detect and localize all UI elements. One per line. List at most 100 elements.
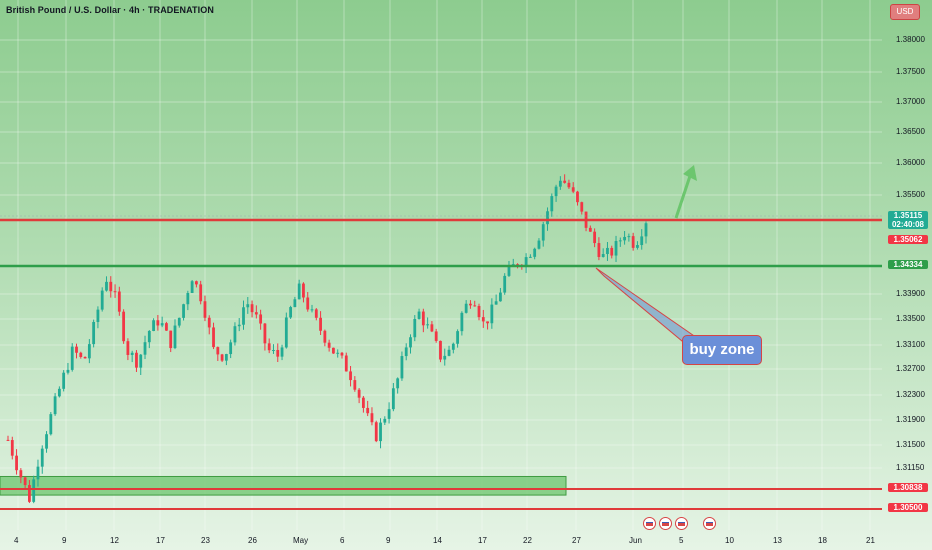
candle-body [323, 330, 327, 343]
candle-body [618, 240, 622, 242]
economic-event-icon[interactable] [703, 517, 716, 530]
candle-body [62, 372, 66, 389]
candle-body [499, 292, 502, 302]
time-tick-label: 18 [818, 536, 827, 545]
time-tick-label: 13 [773, 536, 782, 545]
candle-body [593, 231, 597, 244]
candle-body [391, 388, 395, 410]
price-tick-label: 1.35500 [896, 190, 925, 199]
time-tick-label: 5 [679, 536, 684, 545]
candle-body [353, 380, 357, 390]
candle-body [606, 247, 609, 255]
candle-body [122, 311, 126, 342]
candle-body [409, 337, 412, 348]
candle-body [567, 182, 571, 188]
candle-body [224, 354, 228, 361]
economic-event-icon[interactable] [643, 517, 656, 530]
candle-body [100, 290, 104, 310]
candle-body [610, 247, 614, 256]
candle-body [49, 414, 53, 435]
candle-body [469, 303, 472, 306]
candle-body [349, 371, 352, 381]
time-tick-label: 23 [201, 536, 210, 545]
price-tick-label: 1.31500 [896, 440, 925, 449]
candle-body [289, 307, 293, 318]
candle-body [421, 311, 425, 326]
economic-event-icon[interactable] [675, 517, 688, 530]
candle-body [601, 254, 605, 257]
candle-body [597, 243, 601, 257]
candle-body [344, 355, 348, 372]
candle-body [246, 304, 250, 308]
candle-body [302, 283, 305, 298]
candle-body [250, 304, 254, 313]
candle-body [212, 327, 215, 348]
candle-body [126, 341, 130, 355]
candle-body [494, 301, 498, 305]
candle-body [336, 352, 340, 354]
candle-body [528, 256, 532, 258]
candle-body [233, 326, 237, 343]
price-tick-label: 1.33100 [896, 340, 925, 349]
candle-body [627, 236, 631, 238]
candle-body [306, 297, 310, 310]
time-tick-label: 6 [340, 536, 345, 545]
price-tag-value: 1.30500 [893, 503, 923, 512]
candle-body [546, 211, 549, 225]
price-tag: 1.35062 [888, 235, 928, 244]
candle-body [623, 236, 626, 241]
price-tag-value: 1.35062 [893, 235, 923, 244]
candle-body [19, 470, 23, 478]
candle-body [135, 352, 138, 368]
price-tick-label: 1.31900 [896, 415, 925, 424]
candle-body [92, 321, 96, 345]
price-tag-value: 1.30838 [893, 483, 923, 492]
price-tick-label: 1.36500 [896, 127, 925, 136]
candle-body [563, 180, 567, 183]
candle-body [490, 304, 494, 324]
candle-body [357, 389, 361, 398]
candle-body [130, 352, 134, 355]
candle-body [83, 356, 87, 359]
candle-body [507, 265, 511, 276]
candle-body [242, 307, 245, 325]
candle-body [340, 352, 344, 356]
price-tick-label: 1.32300 [896, 390, 925, 399]
buy-zone-label[interactable]: buy zone [682, 335, 762, 365]
candle-body [186, 293, 190, 305]
candle-body [314, 309, 318, 318]
price-tick-label: 1.31150 [896, 463, 925, 472]
candle-body [451, 343, 455, 350]
candle-body [319, 317, 322, 331]
candle-body [6, 439, 10, 441]
currency-badge[interactable]: USD [890, 4, 920, 20]
candle-body [361, 397, 365, 408]
candle-body [147, 330, 151, 343]
time-tick-label: 12 [110, 536, 119, 545]
candle-body [631, 236, 635, 248]
time-tick-label: 17 [156, 536, 165, 545]
candle-body [237, 324, 241, 327]
time-tick-label: 17 [478, 536, 487, 545]
candle-body [109, 281, 113, 292]
candle-body [229, 342, 233, 355]
candle-body [327, 342, 331, 348]
economic-event-icon[interactable] [659, 517, 672, 530]
candle-body [413, 318, 417, 338]
candle-body [139, 354, 143, 368]
price-tick-label: 1.33500 [896, 314, 925, 323]
price-tag: 1.35115 02:40:08 [888, 211, 928, 229]
candle-body [370, 413, 374, 423]
price-tag: 1.30500 [888, 503, 928, 512]
candle-body [576, 191, 579, 203]
candle-body [53, 396, 57, 415]
candle-body [293, 299, 297, 308]
candle-body [439, 340, 442, 360]
candle-body [267, 343, 271, 351]
time-tick-label: 27 [572, 536, 581, 545]
candle-body [203, 301, 207, 318]
countdown-timer: 02:40:08 [891, 220, 925, 229]
candle-body [387, 409, 391, 419]
